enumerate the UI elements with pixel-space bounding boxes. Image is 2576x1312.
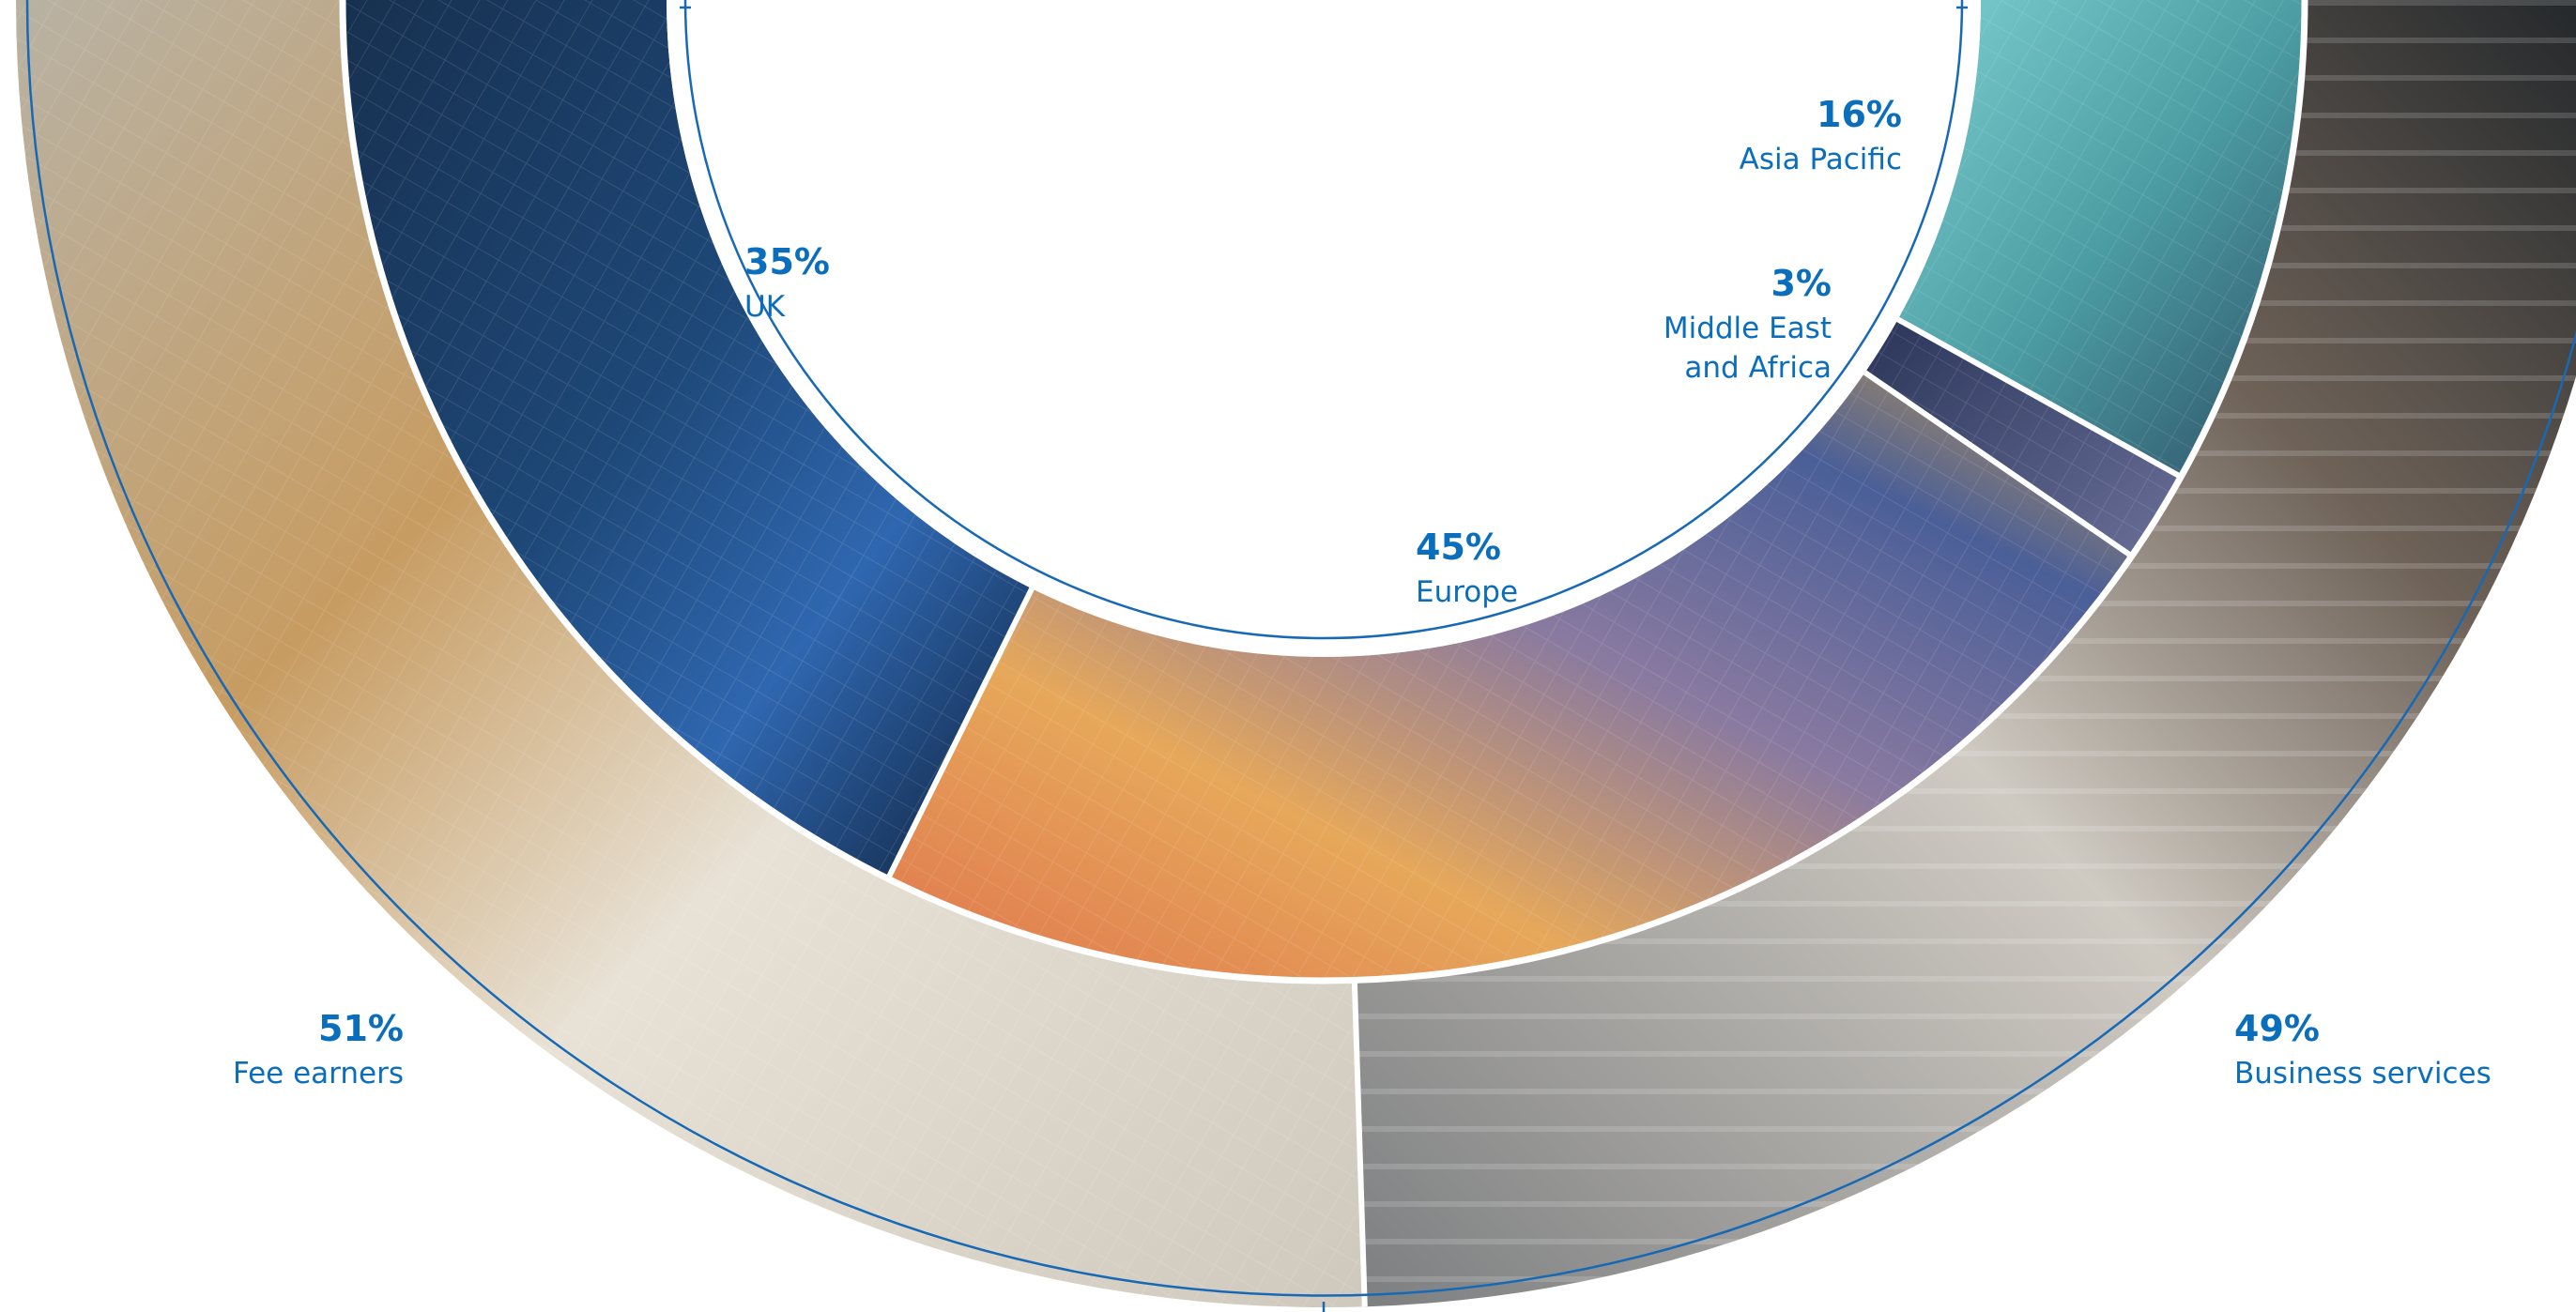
- outer-segment-fee-earners: [16, 0, 1365, 1308]
- outer-label-fee-earners: 51% Fee earners: [233, 1008, 404, 1091]
- inner-outline-arc: [683, 0, 1964, 640]
- inner-category-label-middle-east-and-africa-line-2: and Africa: [1684, 351, 1832, 385]
- outer-outline-arc: [25, 0, 2576, 1298]
- inner-value-label-uk: 35%: [744, 241, 830, 282]
- inner-separator: [885, 587, 1035, 880]
- outer-segment-business-services: [1354, 0, 2576, 1307]
- inner-segment-europe: [887, 372, 2132, 981]
- outer-value-label-fee-earners: 51%: [318, 1008, 404, 1049]
- inner-category-label-asia-pacific: Asia Pacific: [1740, 143, 1902, 176]
- inner-value-label-middle-east-and-africa: 3%: [1771, 263, 1832, 304]
- outer-category-label-fee-earners: Fee earners: [233, 1057, 404, 1091]
- inner-separator: [1896, 316, 2183, 480]
- outer-category-label-business-services: Business services: [2234, 1057, 2492, 1091]
- outer-separator: [1351, 980, 1368, 1307]
- outer-value-label-business-services: 49%: [2234, 1008, 2320, 1049]
- inner-value-label-asia-pacific: 16%: [1817, 94, 1902, 135]
- inner-category-label-middle-east-and-africa-line-1: Middle East: [1664, 312, 1832, 345]
- ring-gap: [339, 0, 2308, 984]
- inner-category-label-europe: Europe: [1416, 575, 1518, 609]
- outer-label-business-services: 49% Business services: [2234, 1008, 2492, 1091]
- inner-label-asia-pacific: 16% Asia Pacific: [1740, 94, 1902, 176]
- inner-label-uk: 35% UK: [744, 241, 830, 324]
- donut-hole: [667, 0, 1981, 657]
- inner-segment-uk: [343, 0, 1033, 879]
- inner-category-label-uk: UK: [744, 290, 786, 324]
- inner-value-label-europe: 45%: [1416, 526, 1501, 568]
- inner-segment-middle-east-and-africa: [1864, 319, 2182, 557]
- inner-label-middle-east-and-africa: 3% Middle East and Africa: [1664, 263, 1832, 385]
- inner-segment-asia-pacific: [1897, 0, 2305, 478]
- inner-label-europe: 45% Europe: [1416, 526, 1518, 609]
- inner-separator: [1863, 370, 2134, 559]
